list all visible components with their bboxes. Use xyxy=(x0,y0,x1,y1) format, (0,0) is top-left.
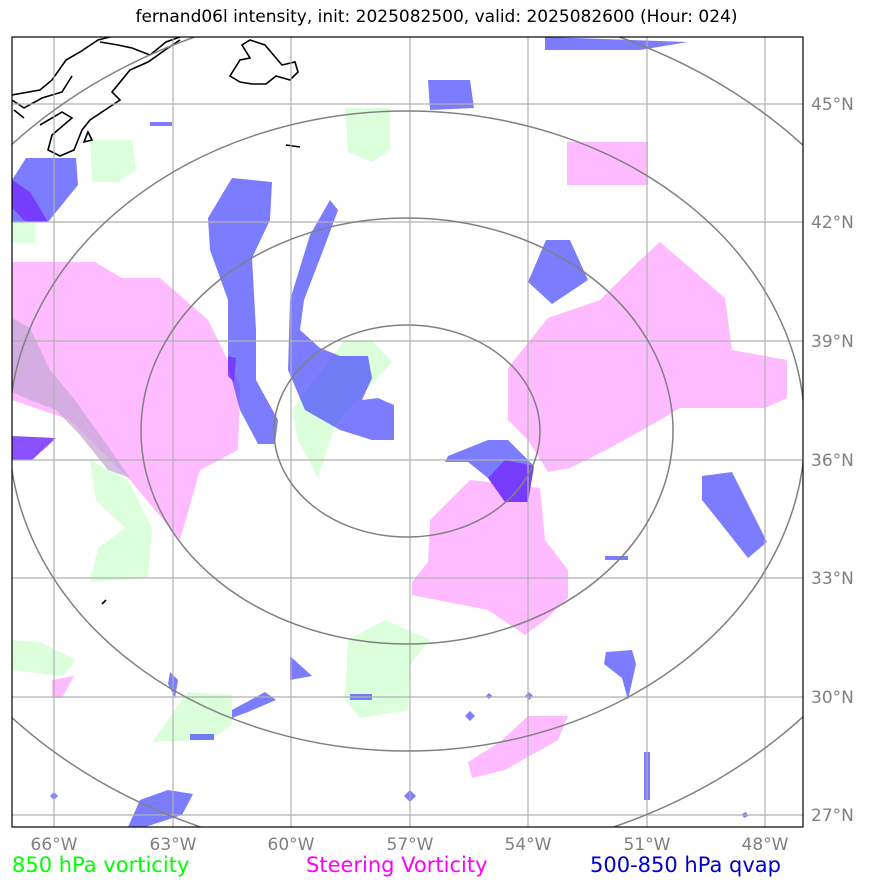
lon-label: 48°W xyxy=(742,835,789,855)
map-title: fernand06l intensity, init: 2025082500, … xyxy=(135,7,738,27)
lat-label: 36°N xyxy=(811,451,854,471)
plot-frame xyxy=(11,36,804,828)
graticule xyxy=(12,37,803,827)
lon-label: 66°W xyxy=(31,835,78,855)
legend-850-vorticity: 850 hPa vorticity xyxy=(12,853,190,877)
lat-label: 39°N xyxy=(811,332,854,352)
legend-steering-vorticity: Steering Vorticity xyxy=(306,853,488,877)
lat-label: 33°N xyxy=(811,569,854,589)
coastline xyxy=(12,37,301,605)
lon-label: 60°W xyxy=(268,835,315,855)
lat-label: 27°N xyxy=(811,806,854,826)
range-rings xyxy=(12,37,803,827)
lat-label: 45°N xyxy=(811,95,854,115)
lon-label: 57°W xyxy=(387,835,434,855)
latitude-labels: 45°N 42°N 39°N 36°N 33°N 30°N 27°N xyxy=(811,95,854,826)
longitude-labels: 66°W 63°W 60°W 57°W 54°W 51°W 48°W xyxy=(31,835,789,855)
lon-label: 54°W xyxy=(505,835,552,855)
range-ring-outer xyxy=(12,110,803,752)
lat-label: 42°N xyxy=(811,213,854,233)
range-ring-middle xyxy=(140,217,674,645)
lon-label: 51°W xyxy=(624,835,671,855)
legend-qvap: 500-850 hPa qvap xyxy=(590,853,781,877)
lon-label: 63°W xyxy=(150,835,197,855)
lat-label: 30°N xyxy=(811,688,854,708)
steering-overlap-band xyxy=(12,318,130,478)
range-ring-inner xyxy=(273,324,541,538)
qvap-steering-overlap xyxy=(12,180,534,502)
